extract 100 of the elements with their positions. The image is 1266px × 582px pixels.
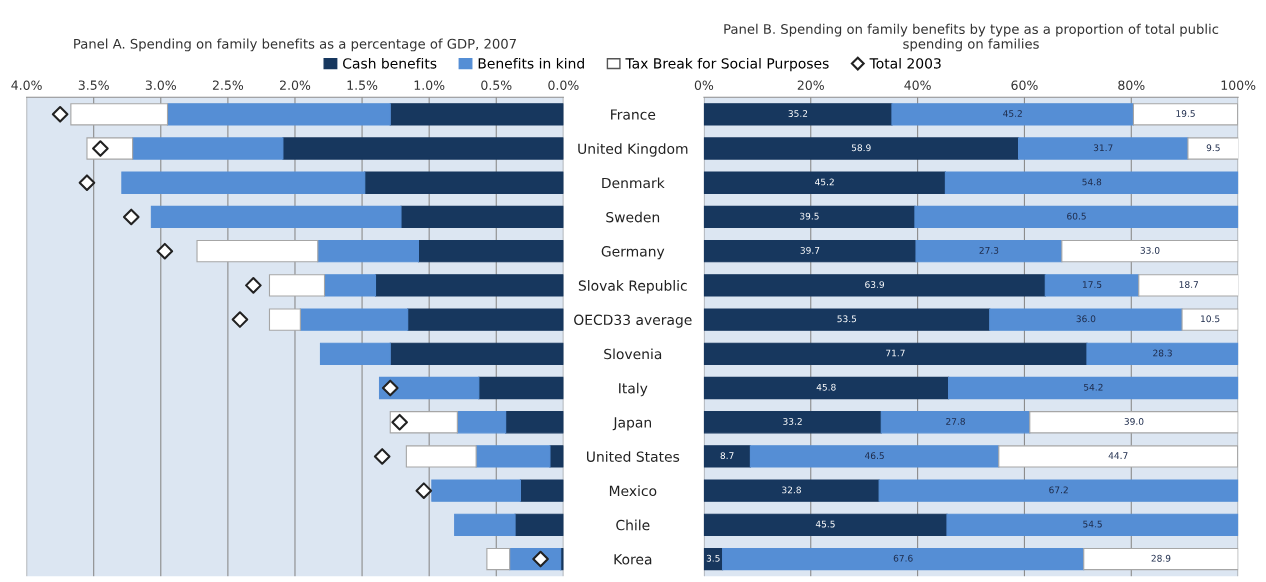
bar: [389, 411, 458, 434]
y-tick-label: Slovak Republic: [578, 280, 687, 294]
y-tick-label: Germany: [601, 246, 665, 260]
data-label: 9.5: [1206, 144, 1220, 152]
bar: [299, 308, 409, 331]
x-tick-label: 2.5%: [212, 80, 244, 90]
point: [122, 208, 140, 226]
data-label: 44.7: [1108, 452, 1128, 459]
bar: [946, 513, 1239, 537]
x-tick-label: 0.0%: [548, 80, 579, 90]
bar: [915, 239, 1063, 263]
bar: [703, 376, 950, 400]
y-tick-label: United States: [587, 451, 680, 462]
bar: [86, 137, 134, 160]
x-tick-label: 80%: [1118, 80, 1145, 90]
x-tick-label: 60%: [1011, 80, 1038, 90]
y-tick-label: Italy: [619, 382, 648, 397]
bar: [475, 445, 551, 468]
bar: [703, 479, 880, 502]
bar: [389, 103, 564, 126]
bar: [268, 274, 326, 297]
y-tick-label: France: [611, 109, 656, 120]
y-tick-label: OECD33 average: [574, 314, 692, 328]
data-label: 18.7: [1179, 281, 1199, 288]
bar: [914, 205, 1239, 229]
data-label: 54.2: [1084, 383, 1103, 391]
data-label: 35.2: [788, 110, 808, 117]
bar: [121, 171, 366, 194]
x-tick-label: 0%: [694, 80, 714, 90]
data-label: 45.2: [815, 178, 834, 186]
point: [391, 413, 408, 431]
bar: [486, 547, 511, 571]
bar: [891, 103, 1134, 126]
data-label: 67.2: [1049, 486, 1068, 494]
data-label: 46.5: [864, 452, 884, 460]
data-label: 39.5: [800, 212, 819, 220]
legend-label: Cash benefits: [343, 57, 437, 69]
bar: [282, 137, 564, 160]
data-label: 17.5: [1082, 281, 1102, 288]
bar: [405, 445, 477, 468]
bar: [478, 376, 564, 400]
bar: [878, 479, 1239, 502]
bar: [1061, 239, 1239, 263]
chart-title: Panel A. Spending on family benefits as a percentage of GDP, 2007: [74, 38, 516, 52]
bar: [431, 479, 521, 502]
bar: [1086, 342, 1239, 365]
x-tick-label: 3.0%: [145, 80, 176, 90]
point: [78, 174, 96, 192]
data-label: 33.0: [1140, 246, 1160, 254]
data-label: 67.6: [893, 554, 913, 562]
x-tick-label: 1.0%: [414, 80, 445, 90]
bar: [703, 445, 751, 468]
bar: [1132, 103, 1239, 126]
data-label: 71.7: [886, 349, 905, 357]
bar: [505, 411, 564, 434]
data-label: 45.2: [1003, 110, 1022, 117]
bar: [389, 342, 564, 365]
data-label: 28.3: [1153, 349, 1172, 357]
data-label: 54.8: [1082, 178, 1102, 186]
bar: [323, 274, 377, 297]
y-tick-label: Korea: [614, 554, 652, 565]
bar: [703, 205, 916, 229]
bar: [456, 411, 507, 434]
y-tick-label: United Kingdom: [578, 143, 688, 157]
data-label: 19.5: [1176, 110, 1195, 117]
data-label: 28.9: [1151, 554, 1171, 562]
bar: [722, 547, 1085, 571]
x-tick-label: 2.0%: [280, 80, 311, 90]
bar: [166, 103, 391, 126]
bar: [703, 342, 1088, 365]
bar: [454, 513, 516, 537]
y-tick-label: Slovenia: [604, 348, 662, 360]
data-label: 36.0: [1076, 315, 1096, 323]
data-label: 27.3: [979, 246, 999, 254]
point: [415, 482, 433, 499]
x-tick-label: 4.0%: [11, 80, 42, 90]
bar: [1083, 547, 1239, 571]
x-tick-label: 20%: [797, 80, 824, 90]
bar: [944, 171, 1239, 194]
data-label: 33.2: [783, 418, 802, 425]
bar: [378, 376, 480, 400]
bar: [417, 239, 564, 263]
bar: [703, 274, 1046, 297]
bar: [703, 171, 946, 194]
y-tick-label: Japan: [612, 417, 651, 431]
legend-label: Total 2003: [869, 57, 941, 69]
point: [92, 140, 109, 157]
bar: [948, 376, 1239, 400]
data-label: 54.5: [1083, 520, 1102, 528]
bar: [1187, 137, 1239, 160]
legend-label: Benefits in kind: [478, 57, 584, 69]
bar: [1181, 308, 1239, 331]
point: [373, 448, 391, 465]
data-label: 39.0: [1124, 418, 1144, 425]
bar: [703, 239, 917, 263]
data-label: 31.7: [1093, 144, 1113, 152]
bar: [150, 205, 402, 229]
bar: [1018, 137, 1189, 160]
bar: [364, 171, 564, 194]
point: [231, 311, 249, 328]
